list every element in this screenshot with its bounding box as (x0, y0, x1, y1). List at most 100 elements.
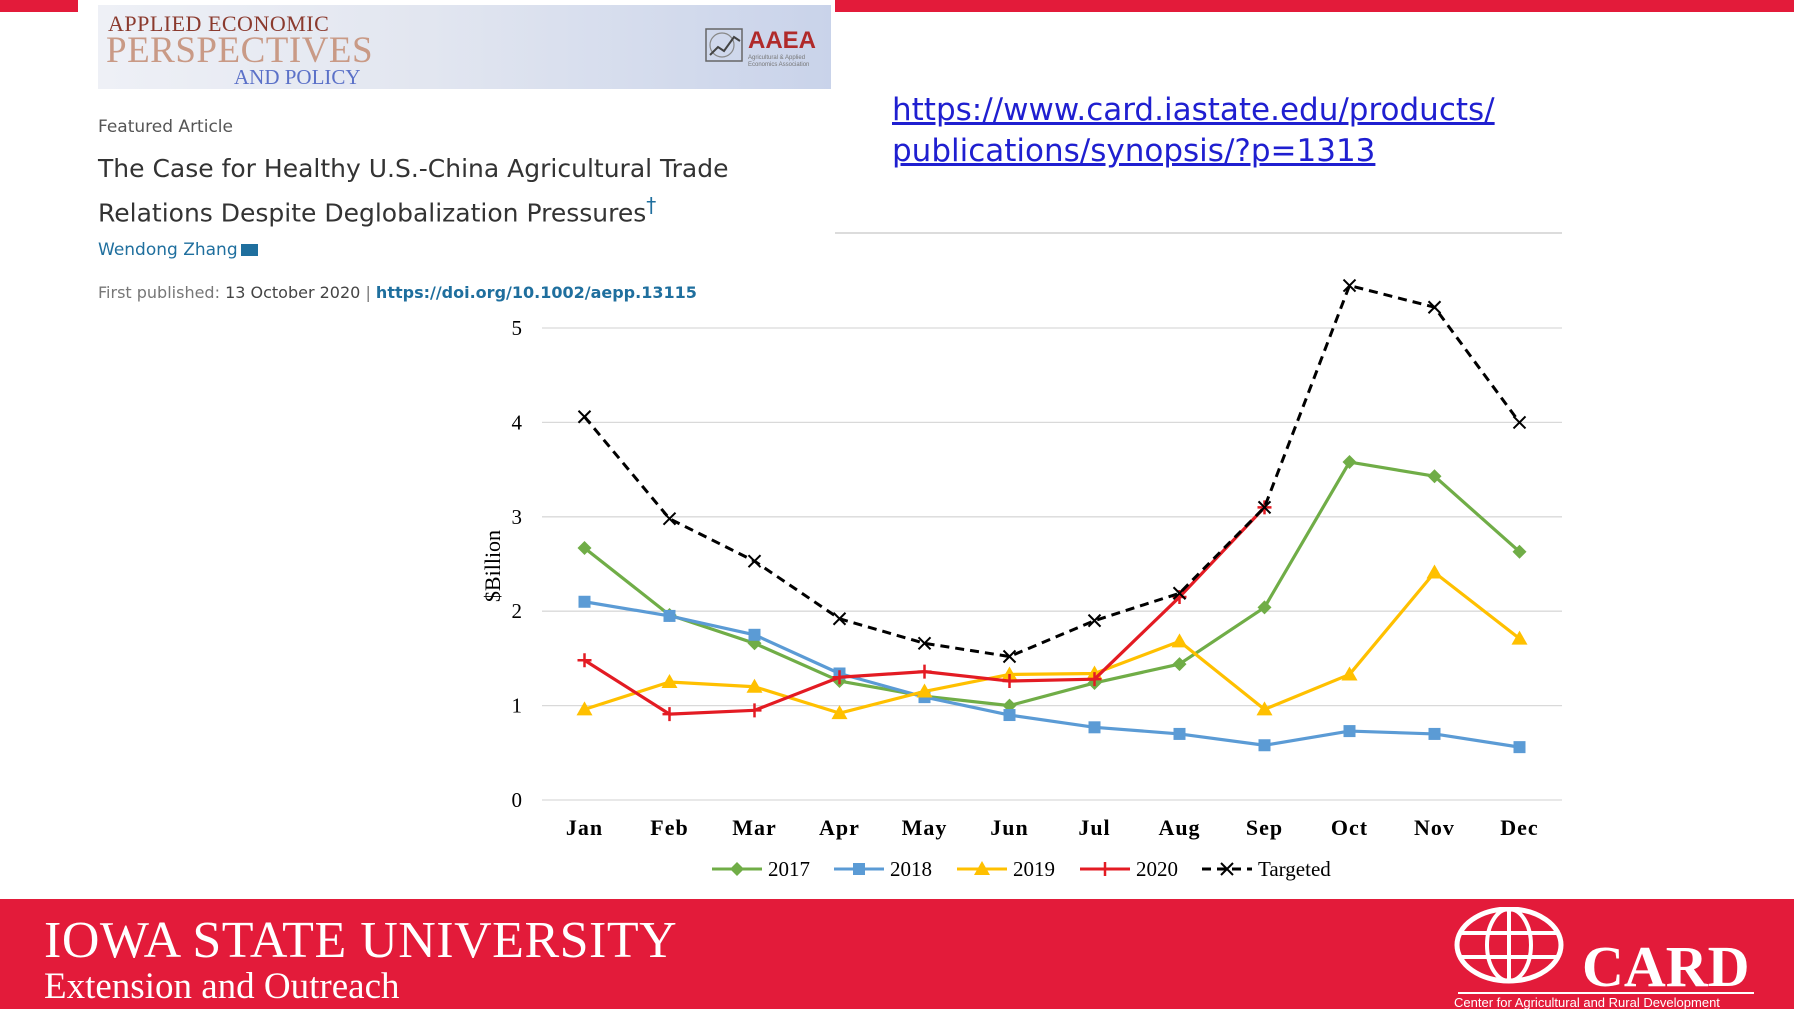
x-tick-label: Oct (1331, 815, 1368, 840)
data-point (1512, 544, 1527, 559)
y-tick-label: 2 (512, 599, 523, 623)
y-tick-label: 4 (512, 410, 523, 434)
data-point (1427, 469, 1442, 484)
data-point (1427, 300, 1442, 314)
card-logo-underline (1458, 992, 1754, 994)
data-point (1003, 709, 1016, 722)
data-point (832, 670, 847, 685)
data-point (1258, 739, 1271, 752)
series-line (584, 570, 1521, 715)
article-title-mark: † (646, 193, 657, 217)
data-point (1098, 862, 1112, 876)
data-point (578, 595, 591, 608)
x-tick-label: Feb (650, 815, 688, 840)
card-link-line2[interactable]: publications/synopsis/?p=1313 (892, 133, 1376, 169)
x-tick-label: Apr (819, 815, 860, 840)
email-icon[interactable] (240, 244, 258, 256)
data-point (1343, 725, 1356, 738)
x-tick-label: Dec (1500, 815, 1538, 840)
x-tick-label: Aug (1158, 815, 1200, 840)
doi-link[interactable]: https://doi.org/10.1002/aepp.13115 (375, 283, 697, 302)
published-label: First published: (98, 283, 220, 302)
legend-label: 2019 (1013, 857, 1055, 881)
article-title[interactable]: The Case for Healthy U.S.-China Agricult… (98, 151, 778, 231)
author-name[interactable]: Wendong Zhang (98, 240, 238, 260)
card-synopsis-link[interactable]: https://www.card.iastate.edu/products/ p… (892, 90, 1495, 172)
published-date: 13 October 2020 (225, 283, 361, 302)
data-point (730, 862, 744, 876)
globe-icon (705, 28, 743, 62)
data-point (1341, 666, 1358, 681)
x-tick-label: Jan (566, 815, 603, 840)
y-axis-label: $Billion (480, 530, 505, 602)
data-point (1171, 633, 1188, 648)
data-point (1428, 727, 1441, 740)
series-2018 (578, 595, 1526, 754)
data-point (1088, 721, 1101, 734)
x-tick-label: Mar (732, 815, 777, 840)
legend-label: 2018 (890, 857, 932, 881)
data-point (1256, 701, 1273, 716)
data-point (831, 705, 848, 720)
data-point (916, 683, 933, 698)
data-point (577, 653, 592, 668)
series-line (583, 284, 1521, 659)
data-point (1342, 455, 1357, 470)
journal-name-line2: PERSPECTIVES (106, 30, 374, 71)
data-point (577, 540, 592, 555)
data-point (661, 674, 678, 688)
data-point (662, 511, 677, 526)
featured-article-label: Featured Article (98, 117, 233, 137)
top-accent-bar-right (835, 0, 1794, 12)
legend-label: 2017 (768, 857, 810, 881)
data-point (1002, 649, 1017, 664)
card-logo-subtext: Center for Agricultural and Rural Develo… (1454, 995, 1720, 1010)
series-2019 (576, 564, 1528, 720)
data-point (663, 609, 676, 622)
data-point (1342, 278, 1357, 293)
data-point (576, 701, 593, 716)
data-point (1172, 657, 1187, 672)
article-title-text[interactable]: The Case for Healthy U.S.-China Agricult… (98, 154, 729, 228)
y-tick-label: 0 (512, 788, 523, 812)
data-point (746, 678, 763, 693)
data-point (974, 861, 990, 875)
legend-label: 2020 (1136, 857, 1178, 881)
top-accent-bar-left (0, 0, 78, 12)
journal-banner: APPLIED ECONOMIC PERSPECTIVES AND POLICY… (98, 5, 831, 89)
series-targeted (577, 278, 1527, 664)
author-link[interactable]: Wendong Zhang (98, 240, 258, 260)
card-globe-icon (1454, 906, 1564, 984)
data-point (1512, 415, 1527, 430)
y-tick-label: 1 (512, 694, 523, 718)
data-point (1257, 600, 1272, 615)
x-tick-label: Jul (1078, 815, 1110, 840)
series-line (583, 460, 1521, 708)
data-point (1513, 741, 1526, 754)
publication-info: First published: 13 October 2020 | https… (98, 283, 697, 302)
isu-wordmark: IOWA STATE UNIVERSITY (44, 912, 678, 969)
journal-name-line3: AND POLICY (234, 65, 361, 89)
data-point (1087, 672, 1102, 687)
data-point (1511, 630, 1528, 645)
data-point (1426, 564, 1443, 579)
published-separator: | (365, 283, 371, 302)
data-point (1002, 674, 1017, 689)
monthly-exports-chart: 0 1 2 3 4 5 Jan Feb Mar Apr May Jun Jul Aug Sep Oct Nov D… (480, 232, 1562, 881)
footer-bar: IOWA STATE UNIVERSITY Extension and Outr… (0, 899, 1794, 1010)
x-tick-label: Jun (990, 815, 1028, 840)
y-tick-label: 3 (512, 505, 523, 529)
card-link-line1[interactable]: https://www.card.iastate.edu/products/ (892, 92, 1495, 128)
data-point (1257, 500, 1272, 515)
data-point (577, 410, 592, 424)
aaea-logo-text: AAEA (748, 27, 817, 54)
data-point (1172, 586, 1187, 600)
data-point (832, 612, 847, 626)
data-point (853, 863, 865, 875)
x-tick-label: Sep (1246, 815, 1283, 840)
data-point (917, 664, 932, 679)
card-logo: CARD Center for Agricultural and Rural D… (1454, 906, 1754, 1010)
aaea-logo: AAEA Agricultural & Applied Economics As… (704, 25, 819, 73)
data-point (1173, 727, 1186, 740)
data-point (1220, 862, 1234, 876)
